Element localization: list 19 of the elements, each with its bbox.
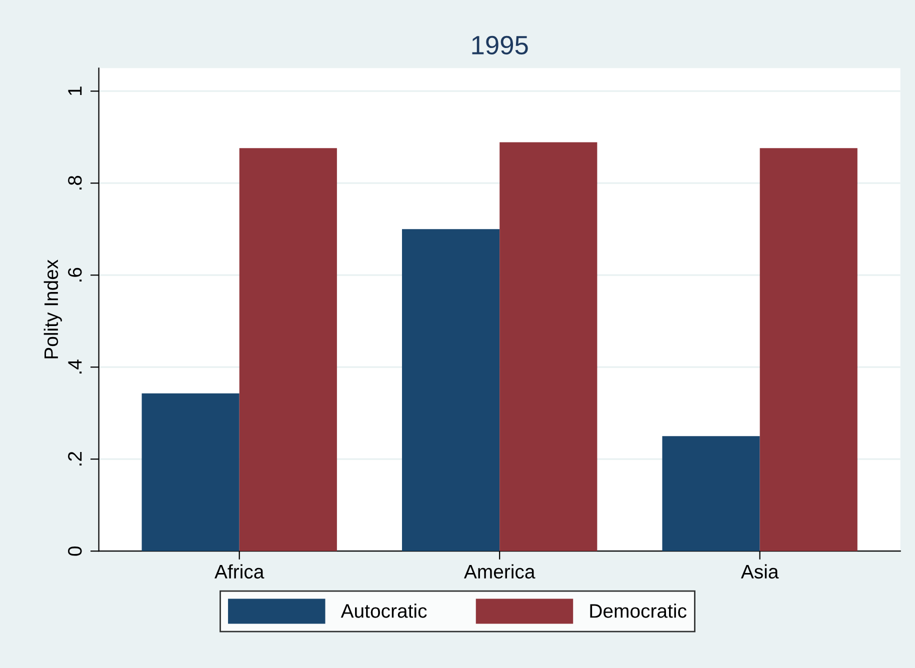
x-tick-label: Asia <box>740 564 779 579</box>
y-axis-title: Polity Index <box>44 260 62 358</box>
y-tick-label: 1 <box>68 86 82 96</box>
legend-label: Autocratic <box>340 604 427 618</box>
y-tick-label: .4 <box>68 360 82 374</box>
bar <box>662 436 760 552</box>
chart-title: 1995 <box>472 36 528 55</box>
bar <box>239 148 337 552</box>
bar <box>402 229 500 552</box>
y-tick-label: 0 <box>68 546 82 556</box>
y-tick-label: .8 <box>68 176 82 190</box>
bar <box>500 142 598 552</box>
bar <box>142 393 240 552</box>
y-tick-label: .6 <box>68 268 82 282</box>
bar <box>760 148 858 552</box>
x-tick-label: Africa <box>214 564 264 579</box>
x-tick-label: America <box>464 564 536 579</box>
text: Democratic <box>590 604 686 618</box>
y-tick-label: .2 <box>68 452 82 466</box>
